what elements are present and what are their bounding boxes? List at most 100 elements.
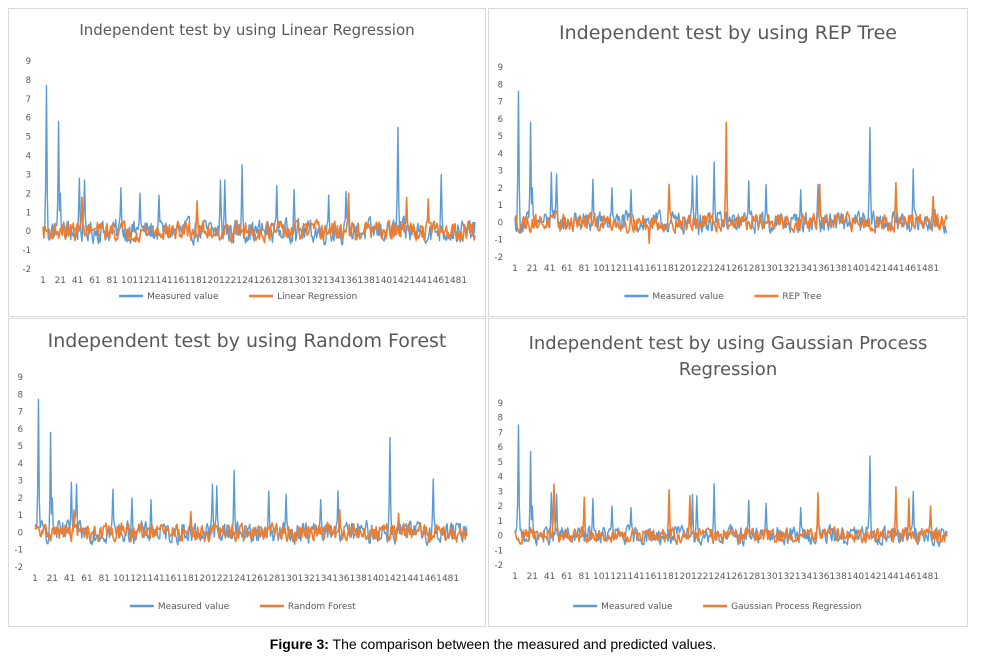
legend-label: Random Forest: [288, 602, 356, 612]
x-tick-label: 301: [766, 572, 783, 582]
y-tick-label: 0: [498, 532, 503, 542]
y-tick-label: 7: [498, 428, 503, 438]
x-tick-label: 241: [714, 572, 731, 582]
x-tick-label: 81: [107, 276, 118, 286]
x-tick-label: 201: [680, 572, 697, 582]
x-tick-label: 81: [579, 264, 590, 274]
x-tick-label: 321: [783, 572, 800, 582]
series-line-predicted: [514, 483, 948, 546]
x-tick-label: 121: [610, 572, 627, 582]
x-tick-label: 21: [527, 264, 538, 274]
x-tick-label: 141: [628, 264, 645, 274]
y-tick-label: -2: [495, 253, 503, 263]
x-tick-label: 101: [593, 264, 610, 274]
x-tick-label: 381: [835, 264, 852, 274]
x-tick-label: 321: [311, 276, 328, 286]
chart-title: Independent test by using Random Forest: [48, 330, 447, 352]
series-line-predicted: [42, 192, 476, 244]
x-tick-label: 201: [680, 264, 697, 274]
x-tick-label: 181: [662, 572, 679, 582]
x-tick-label: 21: [47, 574, 58, 584]
x-tick-label: 241: [234, 574, 251, 584]
legend-label: Gaussian Process Regression: [731, 602, 861, 612]
x-tick-label: 421: [870, 264, 887, 274]
y-tick-label: -1: [23, 246, 31, 256]
x-tick-label: 401: [373, 574, 390, 584]
y-tick-label: 7: [26, 95, 31, 105]
x-tick-label: 121: [610, 264, 627, 274]
chart-panel-random-forest: Independent test by using Random Forest -…: [8, 318, 486, 627]
y-tick-label: 9: [26, 57, 31, 67]
x-tick-label: 61: [81, 574, 92, 584]
x-tick-label: 281: [749, 264, 766, 274]
x-tick-label: 121: [138, 276, 155, 286]
x-tick-label: 201: [200, 574, 217, 584]
y-tick-label: 3: [498, 167, 503, 177]
x-tick-label: 121: [130, 574, 147, 584]
x-tick-label: 441: [415, 276, 432, 286]
x-tick-label: 221: [697, 264, 714, 274]
y-tick-label: 2: [26, 189, 31, 199]
x-tick-label: 141: [156, 276, 173, 286]
x-tick-label: 401: [853, 264, 870, 274]
y-tick-label: 9: [18, 373, 23, 383]
x-tick-label: 461: [905, 572, 922, 582]
chart-svg: Independent test by using REP Tree -2 -1 0 1…: [495, 22, 948, 302]
y-tick-label: 8: [26, 76, 31, 86]
x-tick-label: 41: [64, 574, 75, 584]
x-tick-label: 461: [425, 574, 442, 584]
x-tick-label: 221: [217, 574, 234, 584]
x-tick-label: 61: [561, 572, 572, 582]
series-line-measured: [42, 84, 476, 246]
x-tick-label: 481: [922, 264, 939, 274]
y-tick-label: 5: [498, 132, 503, 142]
y-tick-label: 3: [18, 477, 23, 487]
x-tick-label: 141: [148, 574, 165, 584]
x-tick-label: 341: [329, 276, 346, 286]
x-tick-label: 301: [766, 264, 783, 274]
y-tick-label: 8: [18, 390, 23, 400]
y-tick-label: 6: [498, 443, 503, 453]
figure-caption-label: Figure 3:: [269, 636, 329, 652]
x-tick-label: 241: [714, 264, 731, 274]
y-tick-label: 3: [498, 487, 503, 497]
x-tick-label: 181: [662, 264, 679, 274]
legend-label: Measured value: [147, 292, 219, 302]
x-tick-label: 481: [450, 276, 467, 286]
y-tick-label: 6: [18, 425, 23, 435]
y-tick-label: 7: [18, 408, 23, 418]
x-tick-label: 361: [346, 276, 363, 286]
x-tick-label: 281: [269, 574, 286, 584]
x-tick-label: 161: [645, 572, 662, 582]
y-tick-label: 5: [26, 133, 31, 143]
x-tick-label: 221: [225, 276, 242, 286]
x-tick-label: 281: [277, 276, 294, 286]
x-tick-label: 161: [645, 264, 662, 274]
x-tick-label: 41: [72, 276, 83, 286]
chart-title: Regression: [679, 359, 777, 380]
x-tick-label: 361: [818, 264, 835, 274]
x-tick-label: 161: [173, 276, 190, 286]
legend-label: Measured value: [158, 602, 230, 612]
x-tick-label: 341: [321, 574, 338, 584]
chart-title: Independent test by using REP Tree: [559, 22, 897, 44]
legend-label: REP Tree: [782, 292, 821, 302]
legend-label: Measured value: [652, 292, 724, 302]
legend-label: Measured value: [601, 602, 673, 612]
y-tick-label: 1: [498, 201, 503, 211]
x-tick-label: 101: [593, 572, 610, 582]
x-tick-label: 101: [121, 276, 138, 286]
x-tick-label: 141: [628, 572, 645, 582]
y-tick-label: 1: [26, 208, 31, 218]
x-tick-label: 361: [818, 572, 835, 582]
x-tick-label: 61: [561, 264, 572, 274]
y-tick-label: 4: [26, 152, 31, 162]
x-tick-label: 341: [801, 264, 818, 274]
x-tick-label: 421: [870, 572, 887, 582]
series-line-measured: [34, 398, 468, 547]
chart-svg: Independent test by using Linear Regress…: [23, 21, 476, 302]
y-tick-label: 8: [498, 80, 503, 90]
y-tick-label: -2: [495, 561, 503, 571]
y-tick-label: 8: [498, 414, 503, 424]
x-tick-label: 401: [853, 572, 870, 582]
